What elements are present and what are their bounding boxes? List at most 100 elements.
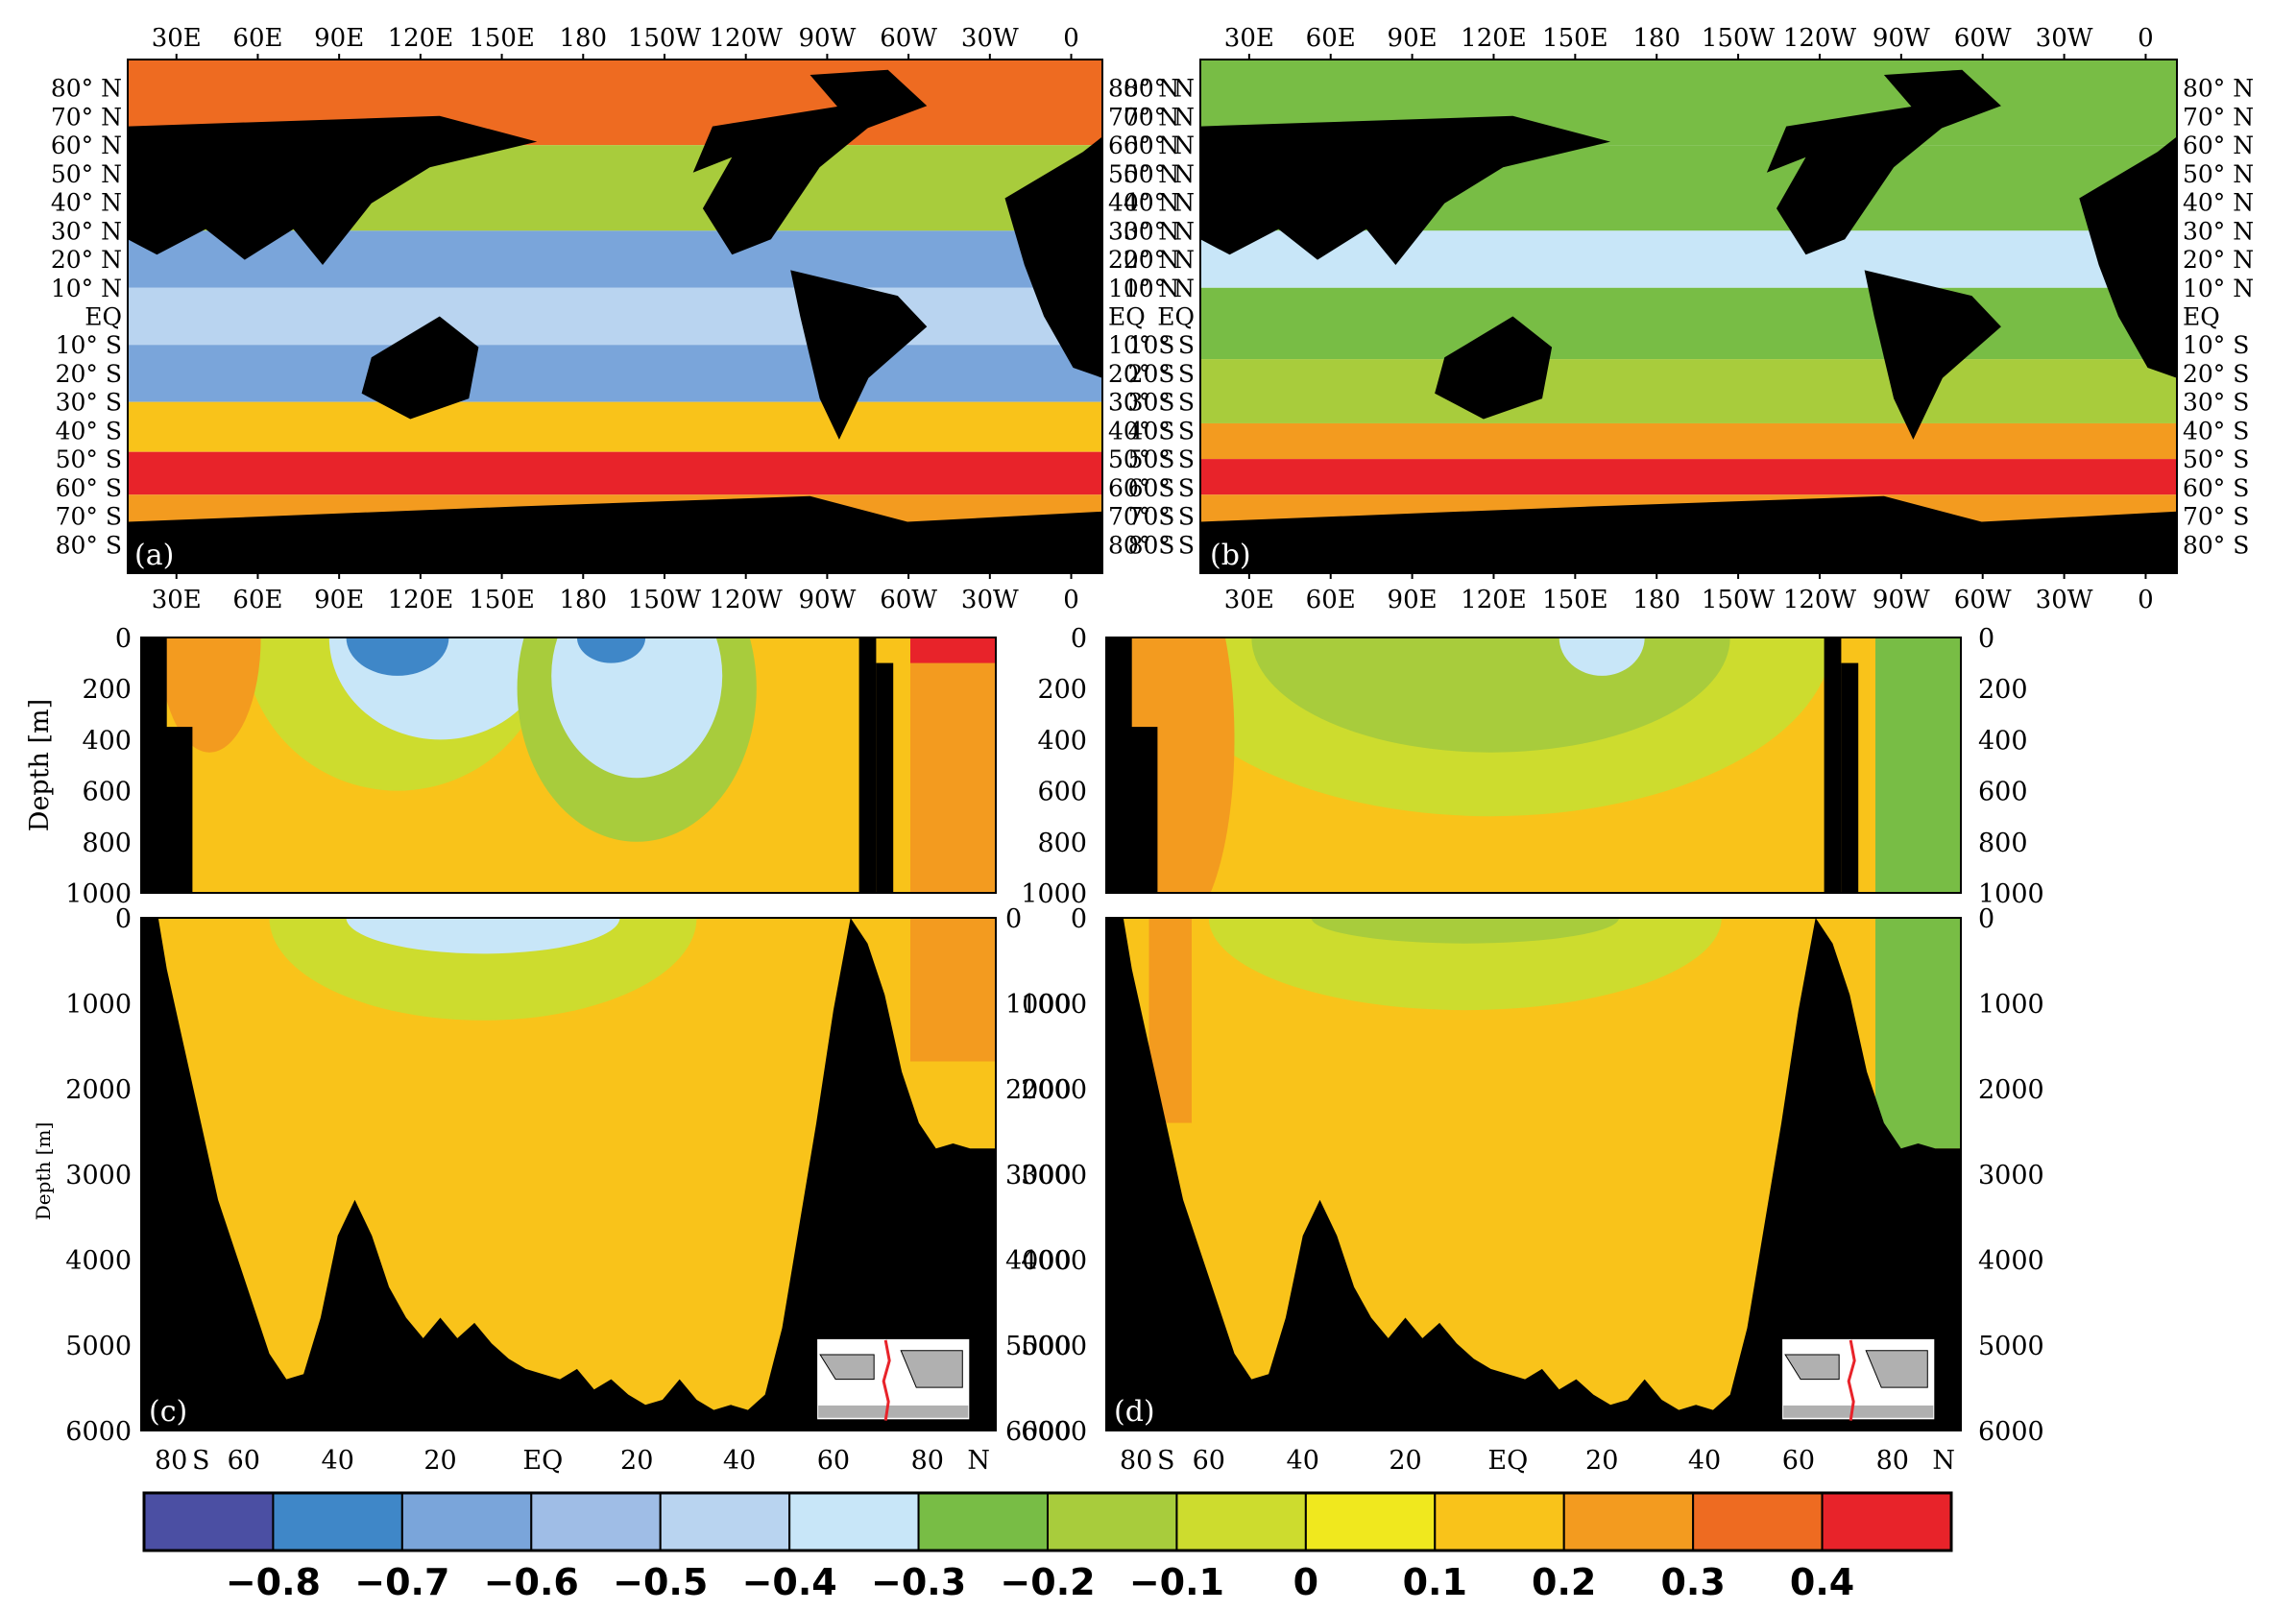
landmass bbox=[128, 495, 1102, 573]
inset-land bbox=[819, 1354, 875, 1381]
panel-d: (d) 002002004004006006008008001000100000… bbox=[1021, 624, 2044, 1476]
panel-a: (a) 30E 30E 60E 60E 90E 90E 120E 120E 150E 150E 18… bbox=[51, 24, 1179, 614]
section-c-location-inset bbox=[815, 1336, 972, 1422]
landmass bbox=[2079, 136, 2177, 378]
map-bottom-tick-label: 150W bbox=[628, 586, 702, 614]
map-left-lat-label: 60° N bbox=[51, 132, 122, 159]
map-right-lat-label: 80° S bbox=[2183, 531, 2249, 559]
map-left-lat-label: 50° S bbox=[56, 445, 122, 473]
lower-depth-tick-label-right: 0 bbox=[1005, 904, 1022, 934]
lower-depth-tick-label-right: 1000 bbox=[1005, 990, 1072, 1020]
map-bottom-tick-label: 150E bbox=[1542, 586, 1608, 614]
upper-depth-tick-label: 600 bbox=[82, 778, 132, 807]
colorbar-tick-label: −0.8 bbox=[226, 1561, 321, 1603]
map-right-lat-label: 30° S bbox=[2183, 389, 2249, 417]
map-right-lat-label: 20° S bbox=[1108, 360, 1174, 388]
landmass bbox=[1200, 115, 1611, 265]
map-a-frame bbox=[127, 59, 1103, 574]
section-d-lower-frame bbox=[1105, 917, 1962, 1431]
upper-depth-tick-label: 800 bbox=[1978, 829, 2028, 858]
map-left-lat-label: 60° S bbox=[56, 474, 122, 502]
map-top-tick-label: 90E bbox=[314, 24, 364, 53]
landmass bbox=[1766, 95, 1982, 255]
lower-depth-tick-label-left: 6000 bbox=[1021, 1417, 1087, 1447]
map-left-lat-label: 80° S bbox=[56, 531, 122, 559]
map-right-lat-label: 30° N bbox=[1108, 217, 1179, 245]
map-left-lat-label: 30° S bbox=[56, 389, 122, 417]
colorbar-tick-label: −0.4 bbox=[742, 1561, 837, 1603]
section-anomaly bbox=[910, 637, 996, 893]
section-lat-tick-label: 20 bbox=[1389, 1446, 1421, 1476]
map-top-tick-label: 150E bbox=[1542, 24, 1608, 53]
map-left-lat-label: 10° N bbox=[51, 275, 122, 302]
map-right-lat-label: EQ bbox=[1108, 303, 1146, 331]
map-bottom-tick-label: 0 bbox=[1063, 586, 1079, 614]
section-anomaly bbox=[910, 918, 996, 1062]
map-bottom-tick-label: 30E bbox=[1224, 586, 1274, 614]
colorbar-tick-label: −0.7 bbox=[354, 1561, 449, 1603]
map-left-lat-label: 10° S bbox=[56, 331, 122, 359]
colorbar-swatch bbox=[1047, 1492, 1178, 1551]
map-right-lat-label: 70° S bbox=[1108, 503, 1174, 531]
lower-depth-tick-label-left: 4000 bbox=[1021, 1246, 1087, 1276]
lower-depth-tick-label-left: 3000 bbox=[1021, 1161, 1087, 1190]
map-left-lat-label: 20° N bbox=[1124, 246, 1195, 274]
map-bottom-tick-label: 180 bbox=[1632, 586, 1680, 614]
colorbar-swatch bbox=[1304, 1492, 1437, 1551]
section-anomaly bbox=[551, 637, 723, 779]
map-left-lat-label: 30° N bbox=[51, 217, 122, 245]
map-right-lat-label: 60° S bbox=[1108, 474, 1174, 502]
map-bottom-tick-label: 60E bbox=[1306, 586, 1356, 614]
map-band bbox=[1200, 230, 2177, 288]
map-top-tick-label: 180 bbox=[559, 24, 607, 53]
map-top-tick-label: 60W bbox=[880, 24, 937, 53]
map-right-lat-label: 60° N bbox=[1108, 132, 1179, 159]
section-lat-tick-label: 40 bbox=[1287, 1446, 1319, 1476]
section-anomaly bbox=[1311, 918, 1619, 944]
colorbar-tick-label: 0.2 bbox=[1532, 1561, 1596, 1603]
lower-depth-tick-label: 1000 bbox=[1978, 990, 2044, 1020]
lower-depth-tick-label: 4000 bbox=[1978, 1246, 2044, 1276]
map-bottom-tick-label: 30E bbox=[152, 586, 202, 614]
upper-depth-tick-label: 0 bbox=[115, 624, 132, 654]
map-right-lat-label: 70° N bbox=[1108, 103, 1179, 131]
map-top-tick-label: 120E bbox=[1461, 24, 1527, 53]
section-c-lower-ylabel: Depth [m] bbox=[32, 1122, 55, 1221]
colorbar-tick-label: −0.2 bbox=[1000, 1561, 1095, 1603]
section-anomaly bbox=[1875, 918, 1961, 1149]
section-c-upper bbox=[141, 637, 996, 893]
lower-depth-tick-label: 5000 bbox=[1978, 1332, 2044, 1361]
map-left-lat-label: 70° N bbox=[1124, 103, 1195, 131]
map-b-axes: 30E 30E 60E 60E 90E 90E 120E 120E 150E 150E 180 180… bbox=[1124, 24, 2254, 614]
colorbar-tick-label: 0.3 bbox=[1660, 1561, 1725, 1603]
map-top-tick-label: 30W bbox=[961, 24, 1019, 53]
section-lat-tick-label: EQ bbox=[1487, 1446, 1528, 1476]
map-bottom-tick-label: 150W bbox=[1702, 586, 1776, 614]
lower-depth-tick-label-right: 2000 bbox=[1005, 1075, 1072, 1105]
map-top-tick-label: 30E bbox=[152, 24, 202, 53]
map-top-tick-label: 0 bbox=[1063, 24, 1079, 53]
map-left-lat-label: 70° N bbox=[51, 103, 122, 131]
map-right-lat-label: 80° S bbox=[1108, 531, 1174, 559]
panel-a-label: (a) bbox=[134, 539, 174, 572]
map-top-tick-label: 90E bbox=[1388, 24, 1438, 53]
colorbar-swatch bbox=[1434, 1492, 1565, 1551]
map-band bbox=[128, 230, 1102, 288]
section-anomaly bbox=[346, 637, 449, 676]
lower-depth-tick-label: 1000 bbox=[65, 990, 132, 1020]
map-bottom-tick-label: 0 bbox=[2138, 586, 2154, 614]
section-bathymetry bbox=[141, 918, 996, 1431]
upper-depth-tick-label: 800 bbox=[82, 829, 132, 858]
map-left-lat-label: 80° S bbox=[1128, 531, 1195, 559]
map-bottom-tick-label: 180 bbox=[559, 586, 607, 614]
map-a-land bbox=[128, 69, 1102, 573]
map-right-lat-label: 50° N bbox=[2183, 160, 2254, 188]
colorbar-tick-label: 0.1 bbox=[1403, 1561, 1467, 1603]
map-band bbox=[1200, 422, 2177, 460]
colorbar-swatch bbox=[530, 1492, 662, 1551]
colorbar-swatch bbox=[788, 1492, 920, 1551]
map-right-lat-label: 60° N bbox=[2183, 132, 2254, 159]
map-right-lat-label: 70° S bbox=[2183, 503, 2249, 531]
